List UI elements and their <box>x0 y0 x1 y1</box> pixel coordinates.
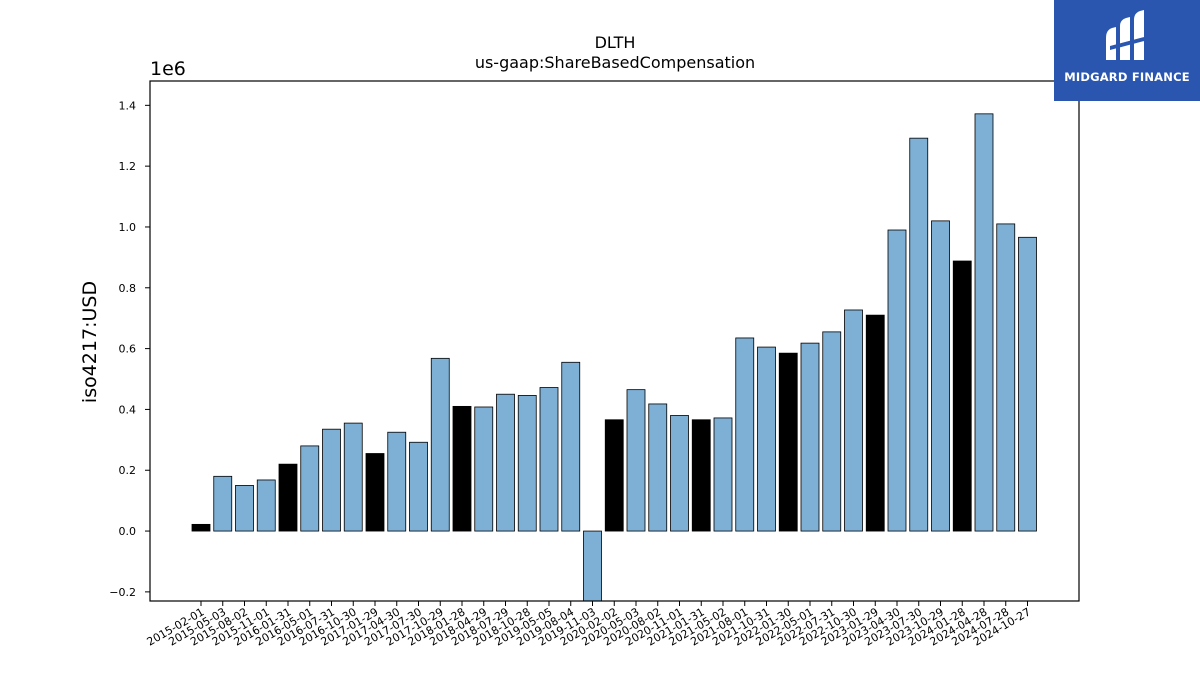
bar-2018-10-28 <box>517 395 537 532</box>
bar-2018-04-29 <box>474 406 494 532</box>
y-tick-label: 1.4 <box>119 99 137 112</box>
bar-2022-07-31 <box>822 331 842 532</box>
y-scale-label: 1e6 <box>150 58 186 80</box>
bar-2019-08-04 <box>561 361 581 532</box>
bar-2017-10-29 <box>430 357 450 532</box>
bar-2021-05-02 <box>713 417 733 532</box>
bar-2024-01-28 <box>952 260 972 532</box>
chart-subtitle: us-gaap:ShareBasedCompensation <box>475 53 755 72</box>
bar-2019-05-05 <box>539 387 559 532</box>
y-tick-label: 1.0 <box>119 221 137 234</box>
y-tick-label: 0.6 <box>119 343 137 356</box>
bar-2018-07-29 <box>496 393 515 532</box>
bar-2018-01-28 <box>452 405 472 532</box>
y-tick-label: 0.8 <box>119 282 137 295</box>
bar-2020-02-02 <box>604 419 624 532</box>
logo-text: MIDGARD FINANCE <box>1064 70 1190 84</box>
bar-2021-10-31 <box>757 346 776 532</box>
y-tick-label: 0.0 <box>119 525 137 538</box>
chart-title: DLTH <box>595 33 636 52</box>
bar-2017-04-30 <box>387 431 407 532</box>
bar-2017-07-30 <box>409 441 428 532</box>
bar-2019-11-03 <box>583 530 602 602</box>
bar-2020-11-01 <box>670 415 689 532</box>
bar-2016-05-01 <box>300 445 320 532</box>
bar-2021-08-01 <box>735 337 755 532</box>
bars-group <box>191 113 1037 602</box>
bar-2022-10-30 <box>844 309 863 532</box>
bar-2022-05-01 <box>800 342 820 532</box>
y-ticks-group: −0.2 0.0 0.2 0.4 0.6 0.8 1.0 1.2 1.4 <box>109 99 150 599</box>
bar-2015-05-03 <box>213 475 233 532</box>
bar-2020-08-02 <box>648 403 668 532</box>
y-tick-label: 1.2 <box>119 160 137 173</box>
x-ticks-group: 2015-02-012015-05-032015-08-022015-11-01… <box>145 601 1033 649</box>
plot-frame <box>149 80 1080 602</box>
y-tick-label: 0.4 <box>119 403 137 416</box>
bar-2015-08-02 <box>235 485 254 532</box>
bar-2022-01-30 <box>778 352 798 532</box>
bar-2021-01-31 <box>691 419 711 532</box>
bar-2016-01-31 <box>278 463 298 532</box>
bar-2017-01-29 <box>365 453 385 532</box>
midgard-finance-logo: MIDGARD FINANCE <box>1054 0 1200 101</box>
y-tick-label: 0.2 <box>119 464 137 477</box>
y-tick-label: −0.2 <box>109 586 136 599</box>
bar-2016-10-30 <box>343 422 363 532</box>
bar-2023-07-30 <box>909 137 929 532</box>
bar-2015-02-01 <box>191 523 211 532</box>
y-axis-label: iso4217:USD <box>79 281 101 403</box>
bar-2024-10-27 <box>1018 236 1037 532</box>
bar-2023-01-29 <box>865 314 885 532</box>
midgard-logo-icon <box>1106 10 1148 60</box>
bar-2024-07-28 <box>996 223 1016 532</box>
bar-2020-05-03 <box>626 389 646 532</box>
bar-2016-07-31 <box>322 428 341 532</box>
bar-2015-11-01 <box>256 479 276 532</box>
bar-2023-04-30 <box>887 229 907 532</box>
bar-2024-04-28 <box>974 113 994 532</box>
bar-2023-10-29 <box>931 220 950 532</box>
